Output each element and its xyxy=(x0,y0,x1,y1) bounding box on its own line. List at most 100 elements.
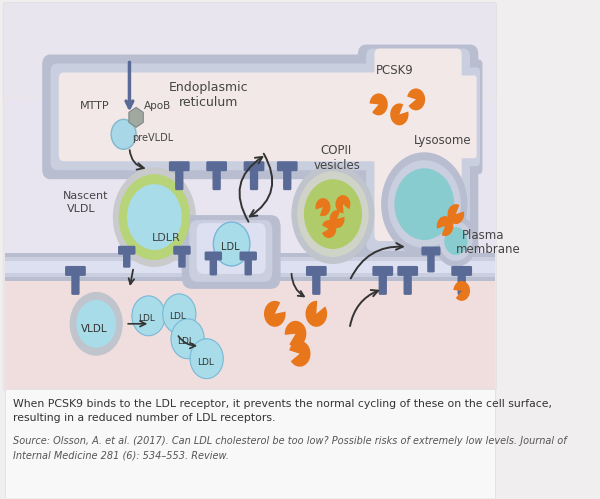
FancyBboxPatch shape xyxy=(365,67,480,166)
FancyBboxPatch shape xyxy=(458,272,466,295)
FancyBboxPatch shape xyxy=(123,250,130,267)
Text: LDL: LDL xyxy=(221,242,239,252)
FancyBboxPatch shape xyxy=(169,161,190,171)
FancyBboxPatch shape xyxy=(373,266,393,276)
Text: MTTP: MTTP xyxy=(80,101,109,111)
FancyBboxPatch shape xyxy=(209,256,217,275)
Circle shape xyxy=(113,167,196,267)
FancyBboxPatch shape xyxy=(205,251,222,260)
FancyBboxPatch shape xyxy=(5,389,495,499)
FancyBboxPatch shape xyxy=(374,48,461,241)
FancyBboxPatch shape xyxy=(212,167,221,190)
FancyBboxPatch shape xyxy=(206,161,227,171)
Text: ApoB: ApoB xyxy=(145,101,172,111)
FancyBboxPatch shape xyxy=(404,272,412,295)
Text: PCSK9: PCSK9 xyxy=(376,64,414,77)
FancyBboxPatch shape xyxy=(366,48,470,251)
FancyBboxPatch shape xyxy=(451,266,472,276)
Circle shape xyxy=(381,152,467,256)
Text: vesicles: vesicles xyxy=(314,159,361,172)
Text: Source: Olsson, A. et al. (2017). Can LDL cholesterol be too low? Possible risks: Source: Olsson, A. et al. (2017). Can LD… xyxy=(13,437,567,461)
Text: LDL: LDL xyxy=(197,358,214,367)
Text: LDL: LDL xyxy=(169,312,186,321)
Circle shape xyxy=(214,222,250,266)
FancyBboxPatch shape xyxy=(71,272,80,295)
Text: VLDL: VLDL xyxy=(67,204,96,214)
FancyBboxPatch shape xyxy=(5,257,495,277)
Text: membrane: membrane xyxy=(456,243,521,256)
Circle shape xyxy=(394,168,454,240)
FancyBboxPatch shape xyxy=(65,266,86,276)
Text: LDL: LDL xyxy=(178,337,194,346)
Circle shape xyxy=(70,292,123,356)
FancyBboxPatch shape xyxy=(244,161,265,171)
FancyBboxPatch shape xyxy=(59,72,391,161)
FancyBboxPatch shape xyxy=(173,246,191,254)
Wedge shape xyxy=(407,88,425,110)
Wedge shape xyxy=(335,195,350,213)
FancyBboxPatch shape xyxy=(5,99,495,264)
Circle shape xyxy=(388,160,461,248)
Text: LDL: LDL xyxy=(139,314,155,323)
Circle shape xyxy=(190,339,223,379)
FancyBboxPatch shape xyxy=(189,220,272,282)
Wedge shape xyxy=(370,93,388,115)
Text: reticulum: reticulum xyxy=(179,96,238,109)
FancyBboxPatch shape xyxy=(283,167,292,190)
FancyBboxPatch shape xyxy=(397,266,418,276)
Circle shape xyxy=(297,171,368,257)
Circle shape xyxy=(304,179,362,249)
FancyBboxPatch shape xyxy=(3,97,497,391)
Wedge shape xyxy=(329,210,344,228)
Circle shape xyxy=(171,319,204,359)
FancyBboxPatch shape xyxy=(421,247,440,255)
Text: When PCSK9 binds to the LDL receptor, it prevents the normal cycling of these on: When PCSK9 binds to the LDL receptor, it… xyxy=(13,399,552,423)
Circle shape xyxy=(119,174,190,260)
FancyBboxPatch shape xyxy=(5,261,495,273)
Text: COPII: COPII xyxy=(320,144,352,157)
FancyBboxPatch shape xyxy=(358,59,482,174)
Wedge shape xyxy=(448,204,464,224)
Circle shape xyxy=(292,164,374,264)
FancyBboxPatch shape xyxy=(358,44,478,259)
Text: LDLR: LDLR xyxy=(152,233,181,243)
Wedge shape xyxy=(289,341,311,367)
Text: VLDL: VLDL xyxy=(80,324,107,334)
Circle shape xyxy=(76,300,116,348)
Circle shape xyxy=(111,119,136,149)
Circle shape xyxy=(132,296,165,336)
Circle shape xyxy=(163,294,196,334)
Wedge shape xyxy=(316,198,331,216)
FancyBboxPatch shape xyxy=(50,63,400,170)
Text: preVLDL: preVLDL xyxy=(132,133,173,143)
FancyBboxPatch shape xyxy=(178,250,185,267)
Circle shape xyxy=(127,184,182,250)
Wedge shape xyxy=(305,301,327,327)
Text: Lysosome: Lysosome xyxy=(415,134,472,147)
FancyBboxPatch shape xyxy=(277,161,298,171)
FancyBboxPatch shape xyxy=(427,251,434,272)
Text: Plasma: Plasma xyxy=(461,229,504,242)
Circle shape xyxy=(434,215,478,267)
Wedge shape xyxy=(322,220,336,238)
FancyBboxPatch shape xyxy=(379,272,387,295)
Wedge shape xyxy=(285,321,307,347)
FancyBboxPatch shape xyxy=(250,167,258,190)
FancyBboxPatch shape xyxy=(5,259,495,389)
Wedge shape xyxy=(437,216,454,236)
FancyBboxPatch shape xyxy=(372,75,476,158)
FancyBboxPatch shape xyxy=(197,223,266,274)
Circle shape xyxy=(439,221,472,261)
Wedge shape xyxy=(454,281,470,301)
Wedge shape xyxy=(264,301,286,327)
FancyBboxPatch shape xyxy=(3,2,497,391)
FancyBboxPatch shape xyxy=(118,246,136,254)
FancyBboxPatch shape xyxy=(239,251,257,260)
Circle shape xyxy=(444,227,467,255)
FancyBboxPatch shape xyxy=(306,266,327,276)
Text: Endoplasmic: Endoplasmic xyxy=(169,81,248,94)
FancyBboxPatch shape xyxy=(5,253,495,281)
Wedge shape xyxy=(390,103,409,125)
FancyBboxPatch shape xyxy=(175,167,184,190)
FancyBboxPatch shape xyxy=(182,215,281,289)
